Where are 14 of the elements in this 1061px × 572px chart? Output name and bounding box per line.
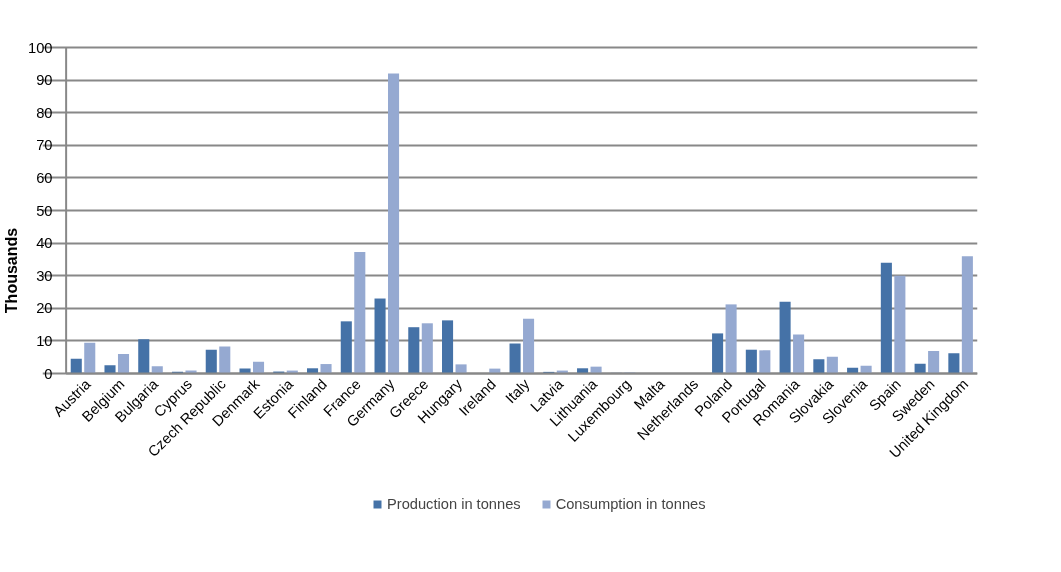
y-tick-label: 80 [36, 104, 53, 121]
y-tick-label: 100 [28, 39, 53, 56]
y-tick-label: 40 [36, 235, 53, 252]
y-tick-label: 50 [36, 202, 53, 219]
y-tick-label: 0 [44, 365, 53, 382]
y-tick-label: 30 [36, 267, 53, 284]
y-tick-label: 70 [36, 137, 53, 154]
y-axis-title: Thousands [3, 227, 21, 314]
y-tick-label: 90 [36, 72, 53, 89]
legend-label: Consumption in tonnes [555, 496, 706, 512]
y-tick-label: 60 [36, 169, 53, 186]
y-tick-label: 20 [36, 300, 53, 317]
legend-label: Production in tonnes [387, 496, 521, 512]
y-tick-label: 10 [36, 332, 53, 349]
